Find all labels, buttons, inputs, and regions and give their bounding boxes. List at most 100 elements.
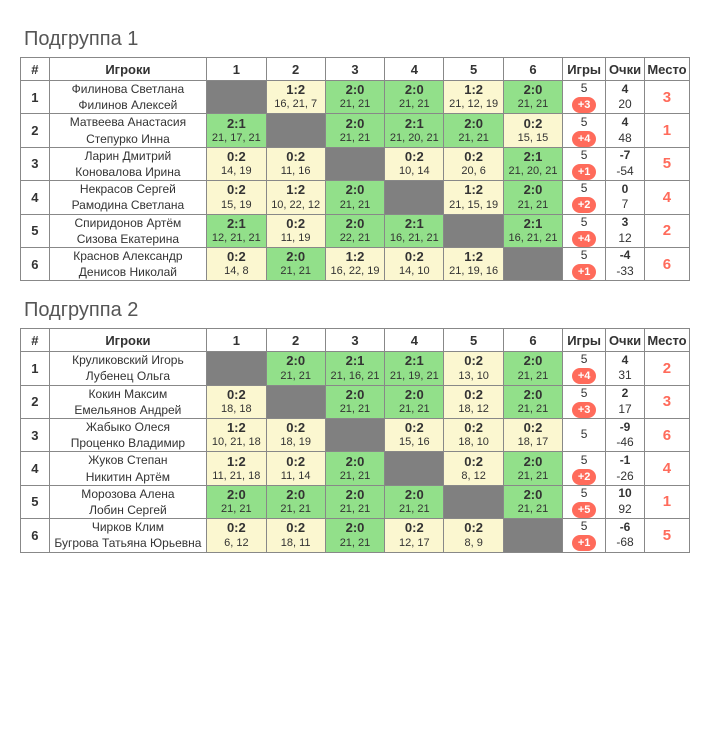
games-cell: 5+1 — [563, 519, 606, 552]
match-cell: 0:212, 17 — [385, 519, 444, 552]
match-detail: 18, 11 — [267, 537, 325, 551]
match-score: 0:2 — [207, 182, 265, 198]
match-score: 2:0 — [504, 353, 562, 369]
self-cell — [444, 485, 503, 518]
match-cell: 0:28, 12 — [444, 452, 503, 485]
points-cell: -1-26 — [606, 452, 645, 485]
match-score: 1:2 — [326, 249, 384, 265]
match-cell: 0:218, 12 — [444, 385, 503, 418]
player-name: Спиридонов Артём — [50, 215, 207, 231]
player-name: Некрасов Сергей — [50, 181, 207, 197]
header-col: 5 — [444, 329, 503, 352]
match-cell: 2:021, 21 — [385, 81, 444, 114]
self-cell — [325, 419, 384, 452]
games-badge: +3 — [572, 97, 597, 113]
header-col: 6 — [503, 329, 562, 352]
players-cell: Кокин МаксимЕмельянов Андрей — [49, 385, 207, 418]
table-row: 4Некрасов СергейРамодина Светлана0:215, … — [21, 181, 690, 214]
match-cell: 2:121, 20, 21 — [503, 147, 562, 180]
row-number: 1 — [21, 81, 50, 114]
points-top: -6 — [606, 520, 644, 536]
points-bot: -46 — [606, 435, 644, 451]
players-cell: Жабыко ОлесяПроценко Владимир — [49, 419, 207, 452]
header-num: # — [21, 329, 50, 352]
match-score: 2:0 — [385, 487, 443, 503]
match-score: 0:2 — [444, 420, 502, 436]
match-detail: 10, 21, 18 — [207, 436, 265, 450]
match-detail: 18, 10 — [444, 436, 502, 450]
table-row: 6Краснов АлександрДенисов Николай0:214, … — [21, 247, 690, 280]
points-bot: 20 — [606, 97, 644, 113]
match-detail: 10, 22, 12 — [267, 199, 325, 213]
games-cell: 5+2 — [563, 181, 606, 214]
match-detail: 15, 19 — [207, 199, 265, 213]
points-bot: 92 — [606, 502, 644, 518]
match-score: 0:2 — [385, 520, 443, 536]
match-cell: 2:021, 21 — [325, 385, 384, 418]
match-cell: 0:220, 6 — [444, 147, 503, 180]
match-detail: 21, 21 — [385, 403, 443, 417]
table-row: 5Морозова АленаЛобин Сергей2:021, 212:02… — [21, 485, 690, 518]
games-count: 5 — [563, 453, 605, 467]
row-number: 5 — [21, 214, 50, 247]
match-score: 1:2 — [207, 454, 265, 470]
match-cell: 0:213, 10 — [444, 352, 503, 385]
match-cell: 0:28, 9 — [444, 519, 503, 552]
player-name: Круликовский Игорь — [50, 352, 207, 368]
match-score: 2:1 — [207, 216, 265, 232]
points-cell: -9-46 — [606, 419, 645, 452]
match-score: 0:2 — [207, 520, 265, 536]
points-top: -9 — [606, 420, 644, 436]
match-cell: 0:215, 15 — [503, 114, 562, 147]
games-badge: +4 — [572, 231, 597, 247]
games-count: 5 — [563, 427, 605, 441]
player-name: Проценко Владимир — [50, 435, 207, 451]
table-row: 3Жабыко ОлесяПроценко Владимир1:210, 21,… — [21, 419, 690, 452]
players-cell: Жуков СтепанНикитин Артём — [49, 452, 207, 485]
row-number: 5 — [21, 485, 50, 518]
match-cell: 0:218, 11 — [266, 519, 325, 552]
match-score: 0:2 — [444, 387, 502, 403]
games-count: 5 — [563, 519, 605, 533]
games-count: 5 — [563, 115, 605, 129]
match-cell: 2:121, 16, 21 — [325, 352, 384, 385]
match-score: 2:1 — [326, 353, 384, 369]
match-score: 2:0 — [504, 454, 562, 470]
games-badge: +2 — [572, 197, 597, 213]
players-cell: Чирков КлимБугрова Татьяна Юрьевна — [49, 519, 207, 552]
match-cell: 2:116, 21, 21 — [385, 214, 444, 247]
match-cell: 0:218, 17 — [503, 419, 562, 452]
points-cell: 448 — [606, 114, 645, 147]
row-number: 4 — [21, 452, 50, 485]
match-cell: 0:215, 19 — [207, 181, 266, 214]
match-detail: 21, 21 — [504, 98, 562, 112]
points-bot: 17 — [606, 402, 644, 418]
match-detail: 18, 18 — [207, 403, 265, 417]
match-cell: 2:021, 21 — [385, 385, 444, 418]
match-cell: 0:218, 10 — [444, 419, 503, 452]
match-detail: 15, 16 — [385, 436, 443, 450]
match-cell: 0:215, 16 — [385, 419, 444, 452]
match-score: 1:2 — [444, 82, 502, 98]
match-detail: 16, 22, 19 — [326, 265, 384, 279]
games-badge: +1 — [572, 264, 597, 280]
match-detail: 21, 17, 21 — [207, 132, 265, 146]
header-points: Очки — [606, 58, 645, 81]
match-cell: 2:021, 21 — [325, 114, 384, 147]
games-count: 5 — [563, 215, 605, 229]
row-number: 6 — [21, 519, 50, 552]
match-cell: 2:021, 21 — [503, 81, 562, 114]
group: Подгруппа 1#Игроки123456ИгрыОчкиМесто1Фи… — [20, 28, 690, 281]
player-name: Лубенец Ольга — [50, 368, 207, 384]
match-score: 0:2 — [444, 149, 502, 165]
place-cell: 6 — [644, 419, 689, 452]
points-bot: -26 — [606, 469, 644, 485]
row-number: 6 — [21, 247, 50, 280]
points-cell: -4-33 — [606, 247, 645, 280]
match-cell: 2:121, 17, 21 — [207, 114, 266, 147]
place-cell: 2 — [644, 352, 689, 385]
players-cell: Матвеева АнастасияСтепурко Инна — [49, 114, 207, 147]
players-cell: Морозова АленаЛобин Сергей — [49, 485, 207, 518]
table-row: 3Ларин ДмитрийКоновалова Ирина0:214, 190… — [21, 147, 690, 180]
row-number: 2 — [21, 114, 50, 147]
